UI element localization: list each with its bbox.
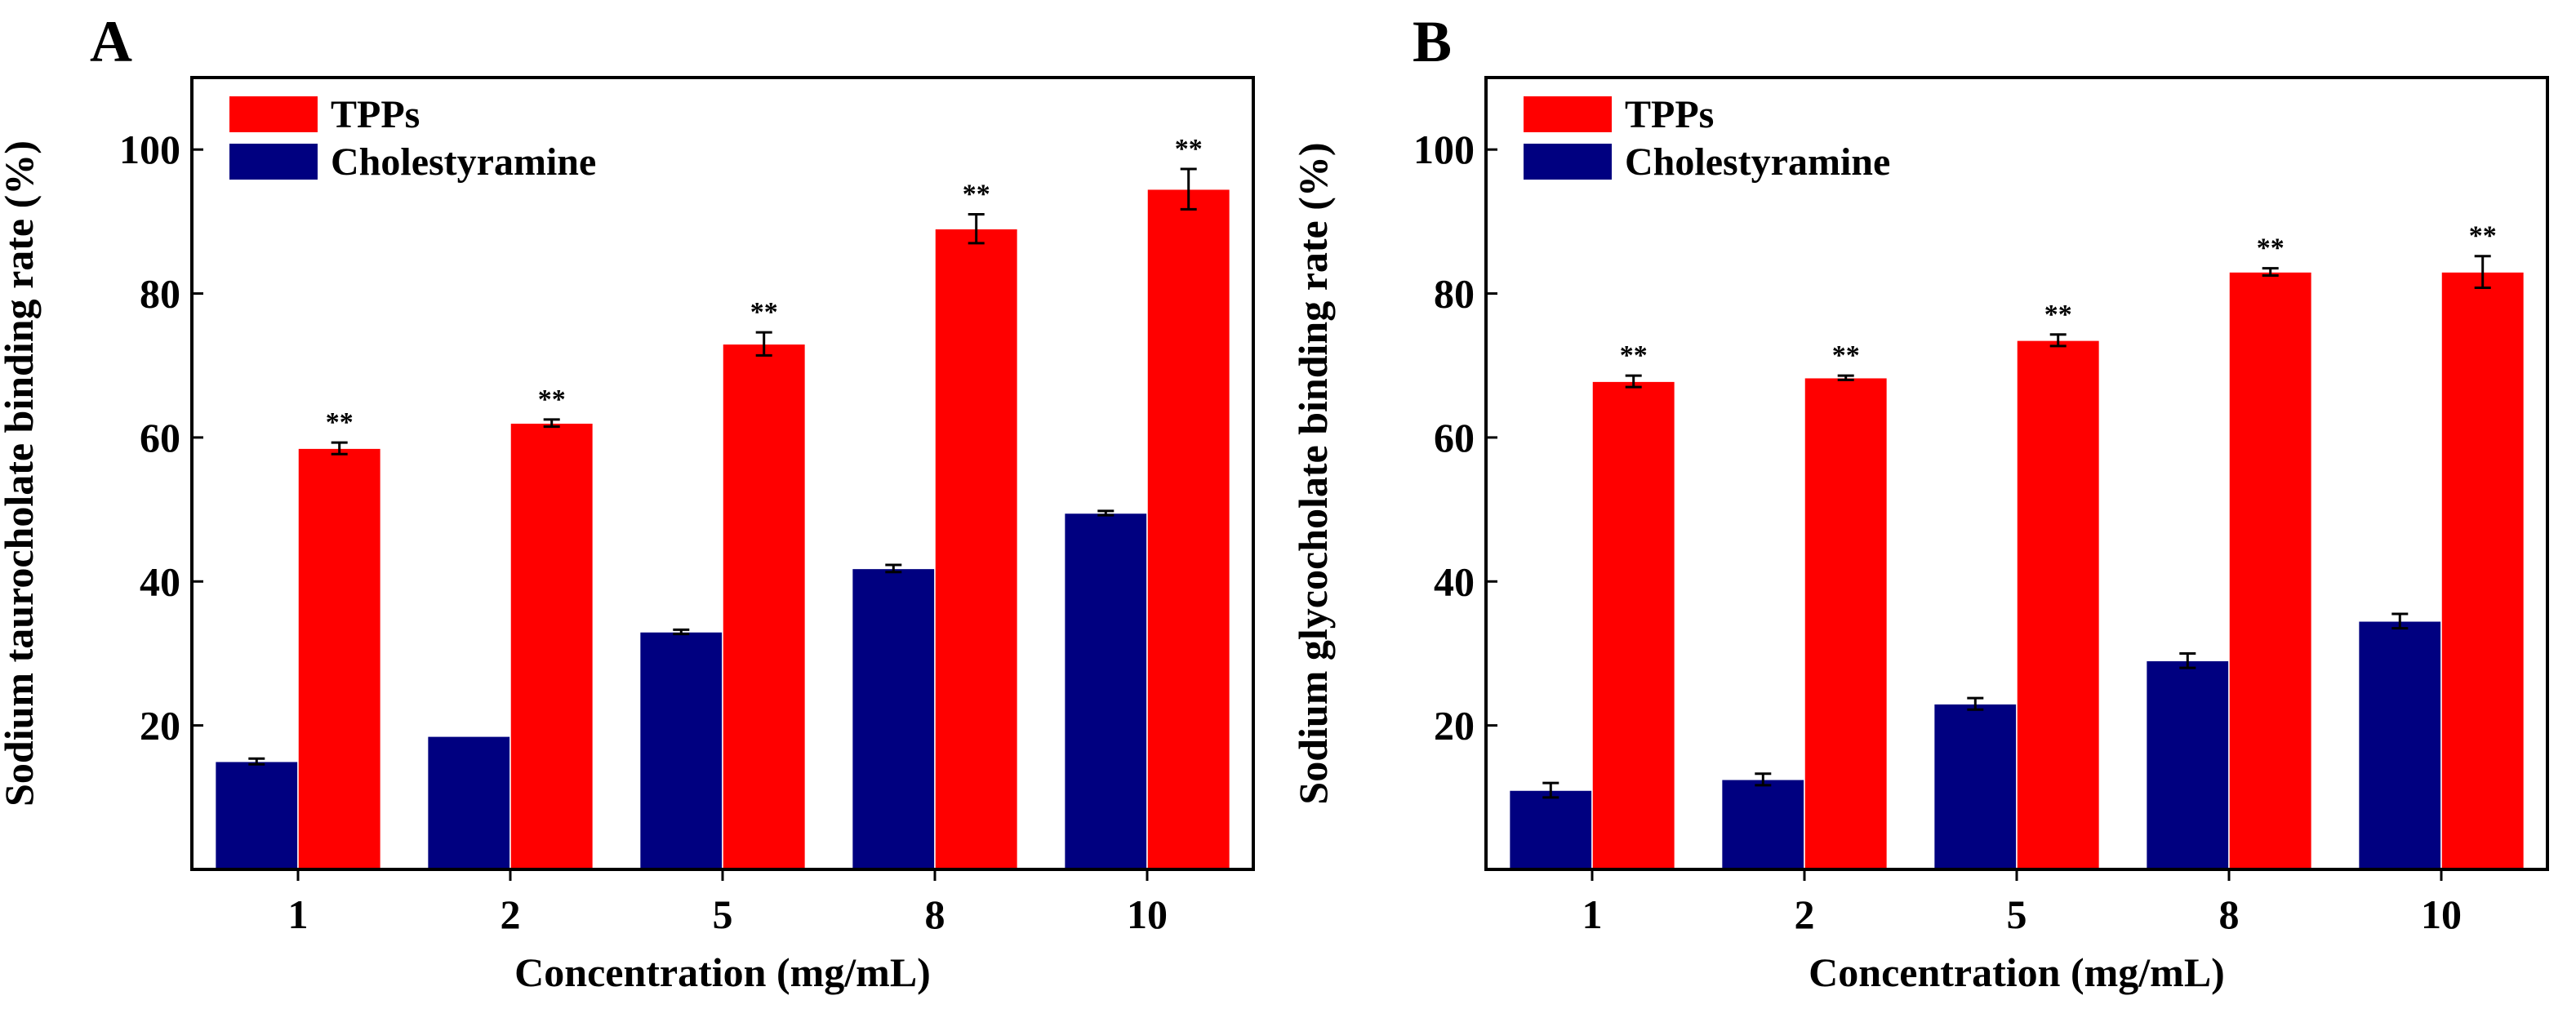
y-tick-label: 100 — [1413, 127, 1475, 172]
y-tick-label: 40 — [1434, 558, 1475, 604]
significance-label: ** — [326, 407, 354, 438]
y-tick-label: 100 — [119, 127, 180, 172]
significance-label: ** — [2257, 233, 2285, 264]
x-tick-label: 8 — [925, 891, 945, 937]
panel-letter: A — [90, 9, 132, 74]
bar-cholestyramine-5 — [1933, 703, 2018, 870]
x-axis-title: Concentration (mg/mL) — [1809, 949, 2225, 995]
chart-panel-a: A ** ** ** ** ** 20 40 60 80 100 1 2 5 8 10 Concentratio… — [0, 9, 1255, 995]
x-tick-label: 2 — [1795, 891, 1815, 937]
y-tick-label: 60 — [1434, 415, 1475, 460]
bar-tpps-2 — [509, 422, 594, 870]
significance-label: ** — [2469, 221, 2497, 251]
x-axis-title: Concentration (mg/mL) — [514, 949, 931, 995]
legend-swatch-tpps — [229, 96, 318, 132]
legend-label-cholestyramine: Cholestyramine — [1625, 140, 1890, 184]
legend-swatch-cholestyramine — [229, 144, 318, 180]
bar-tpps-1 — [1591, 380, 1676, 870]
bar-cholestyramine-5 — [638, 631, 723, 870]
x-tick-label: 5 — [2007, 891, 2027, 937]
y-tick-label: 20 — [140, 703, 180, 749]
x-tick-label: 1 — [288, 891, 309, 937]
significance-label: ** — [2044, 300, 2072, 330]
y-tick-label: 20 — [1434, 703, 1475, 749]
y-axis-title: Sodium taurocholate binding rate (%) — [0, 140, 42, 807]
legend-label-tpps: TPPs — [331, 93, 420, 136]
bar-tpps-5 — [722, 343, 807, 870]
bar-tpps-8 — [934, 228, 1019, 870]
bar-cholestyramine-8 — [2145, 660, 2230, 870]
x-tick-label: 10 — [1127, 891, 1168, 937]
legend-swatch-tpps — [1524, 96, 1612, 132]
significance-label: ** — [538, 384, 566, 415]
bar-tpps-8 — [2228, 271, 2313, 870]
bar-cholestyramine-2 — [426, 736, 511, 870]
y-tick-label: 80 — [1434, 271, 1475, 317]
bar-cholestyramine-1 — [214, 760, 299, 870]
bar-cholestyramine-1 — [1508, 789, 1593, 870]
significance-label: ** — [1832, 340, 1860, 371]
x-tick-label: 10 — [2421, 891, 2462, 937]
y-tick-label: 80 — [140, 271, 180, 317]
y-axis-title: Sodium glycocholate binding rate (%) — [1290, 142, 1336, 804]
legend-label-cholestyramine: Cholestyramine — [331, 140, 596, 184]
bar-cholestyramine-10 — [2357, 620, 2442, 870]
legend-swatch-cholestyramine — [1524, 144, 1612, 180]
bar-cholestyramine-2 — [1720, 779, 1805, 870]
bar-cholestyramine-10 — [1063, 512, 1148, 870]
y-tick-label: 40 — [140, 558, 180, 604]
panel-letter: B — [1413, 9, 1452, 74]
significance-label: ** — [1620, 340, 1648, 371]
y-tick-label: 60 — [140, 415, 180, 460]
x-tick-label: 2 — [501, 891, 521, 937]
legend-label-tpps: TPPs — [1625, 93, 1714, 136]
x-tick-label: 1 — [1582, 891, 1603, 937]
bar-tpps-10 — [2440, 271, 2525, 870]
bar-cholestyramine-8 — [851, 567, 936, 870]
chart-panel-b: B ** ** ** ** ** 20 40 60 80 100 1 2 5 8 10 Concentratio… — [1290, 9, 2549, 995]
bar-tpps-5 — [2016, 340, 2101, 870]
significance-label: ** — [750, 297, 778, 327]
significance-label: ** — [963, 180, 990, 210]
significance-label: ** — [1175, 134, 1203, 164]
bar-tpps-2 — [1804, 376, 1889, 870]
bar-tpps-1 — [297, 447, 382, 870]
x-tick-label: 8 — [2219, 891, 2240, 937]
bar-tpps-10 — [1146, 188, 1231, 870]
x-tick-label: 5 — [713, 891, 733, 937]
